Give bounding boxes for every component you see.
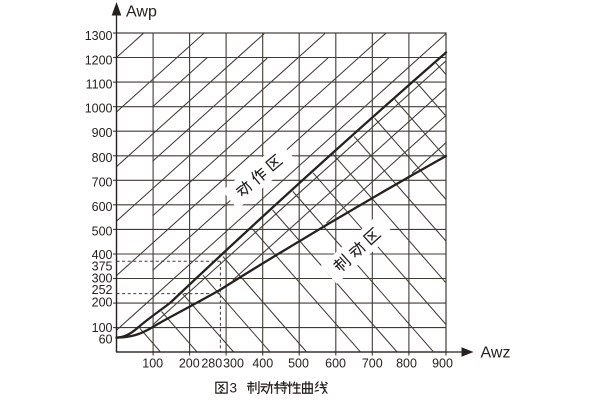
svg-text:200: 200 <box>92 296 113 310</box>
svg-text:1000: 1000 <box>85 102 113 116</box>
svg-text:1200: 1200 <box>85 53 113 67</box>
svg-text:280: 280 <box>201 356 222 370</box>
svg-text:600: 600 <box>325 356 346 370</box>
svg-text:700: 700 <box>92 175 113 189</box>
svg-text:1100: 1100 <box>86 77 113 91</box>
svg-text:Awz: Awz <box>481 345 511 362</box>
svg-text:900: 900 <box>432 356 453 370</box>
svg-text:300: 300 <box>223 356 244 370</box>
svg-text:3: 3 <box>230 380 238 395</box>
svg-text:400: 400 <box>92 248 113 262</box>
svg-text:60: 60 <box>99 332 113 346</box>
svg-text:800: 800 <box>92 151 113 165</box>
svg-text:700: 700 <box>362 356 383 370</box>
svg-text:800: 800 <box>396 356 417 370</box>
svg-text:500: 500 <box>288 356 309 370</box>
svg-text:200: 200 <box>179 356 200 370</box>
svg-text:Awp: Awp <box>126 4 157 21</box>
svg-text:300: 300 <box>92 271 113 285</box>
svg-text:900: 900 <box>92 126 113 140</box>
svg-text:100: 100 <box>92 321 113 335</box>
svg-text:100: 100 <box>142 356 163 370</box>
svg-text:375: 375 <box>92 260 113 274</box>
svg-text:400: 400 <box>252 356 273 370</box>
svg-text:1300: 1300 <box>85 29 113 43</box>
svg-text:600: 600 <box>92 200 113 214</box>
svg-text:252: 252 <box>92 283 113 297</box>
svg-text:500: 500 <box>92 224 113 238</box>
